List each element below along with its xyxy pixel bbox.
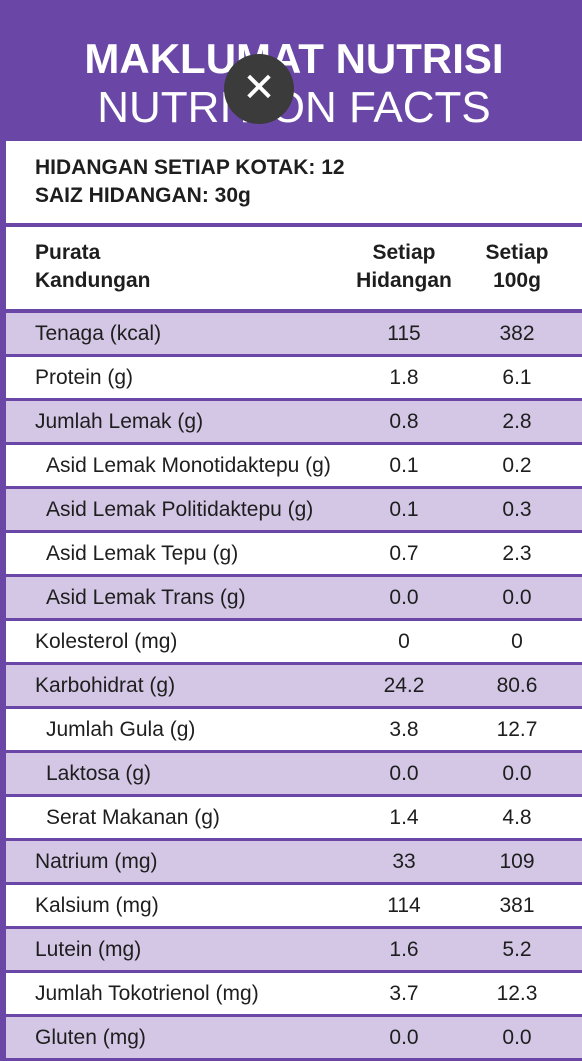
nutrient-name: Kalsium (mg): [35, 894, 159, 917]
per-100g-value: 12.3: [496, 982, 538, 1005]
column-header-nutrient: Purata Kandungan: [35, 241, 151, 292]
nutrient-name: Kolesterol (mg): [35, 630, 178, 653]
table-row: Asid Lemak Trans (g) 0.0 0.0: [6, 577, 582, 618]
table-row: Laktosa (g) 0.0 0.0: [6, 753, 582, 794]
per-100g-value: 109: [499, 850, 535, 873]
nutrient-name: Asid Lemak Trans (g): [46, 586, 246, 609]
table-row: Tenaga (kcal) 115 382: [6, 313, 582, 354]
table-row: Serat Makanan (g) 1.4 4.8: [6, 797, 582, 838]
table-row: Lutein (mg) 1.6 5.2: [6, 929, 582, 970]
per-100g-value: 382: [499, 322, 535, 345]
per-serving-value: 0.0: [389, 762, 419, 785]
serving-info: HIDANGAN SETIAP KOTAK: 12 SAIZ HIDANGAN:…: [6, 141, 582, 223]
column-header: Purata Kandungan Setiap Hidangan Setiap …: [6, 227, 582, 309]
table-row: Karbohidrat (g) 24.2 80.6: [6, 665, 582, 706]
per-serving-value: 114: [387, 894, 421, 917]
per-100g-value: 4.8: [502, 806, 532, 829]
table-row: Gluten (mg) 0.0 0.0: [6, 1017, 582, 1058]
nutrient-name: Asid Lemak Monotidaktepu (g): [46, 454, 331, 477]
nutrient-name: Gluten (mg): [35, 1026, 146, 1049]
table-row: Asid Lemak Politidaktepu (g) 0.1 0.3: [6, 489, 582, 530]
column-header-per-100g: Setiap 100g: [485, 241, 549, 292]
per-100g-value: 0.0: [502, 1026, 532, 1049]
nutrient-name: Jumlah Lemak (g): [35, 410, 204, 433]
per-100g-value: 2.8: [502, 410, 532, 433]
servings-per-box: HIDANGAN SETIAP KOTAK: 12: [35, 156, 345, 179]
per-serving-value: 0: [398, 630, 410, 653]
per-serving-value: 0.0: [389, 586, 419, 609]
per-100g-value: 12.7: [496, 718, 538, 741]
close-button[interactable]: ✕: [224, 54, 294, 124]
nutrient-name: Karbohidrat (g): [35, 674, 176, 697]
serving-size: SAIZ HIDANGAN: 30g: [35, 184, 251, 207]
per-100g-value: 0.0: [502, 586, 532, 609]
per-100g-value: 80.6: [496, 674, 538, 697]
nutrient-name: Natrium (mg): [35, 850, 158, 873]
per-serving-value: 1.6: [389, 938, 419, 961]
nutrient-name: Jumlah Gula (g): [46, 718, 196, 741]
nutrient-name: Serat Makanan (g): [46, 806, 220, 829]
per-100g-value: 5.2: [502, 938, 532, 961]
per-serving-value: 0.8: [389, 410, 419, 433]
close-icon: ✕: [242, 65, 276, 111]
per-serving-value: 1.4: [389, 806, 419, 829]
nutrient-name: Laktosa (g): [46, 762, 152, 785]
per-serving-value: 0.0: [389, 1026, 419, 1049]
column-header-per-serving: Setiap Hidangan: [356, 241, 452, 292]
nutrient-name: Asid Lemak Politidaktepu (g): [46, 498, 314, 521]
title-english: NUTRITION FACTS: [97, 83, 491, 132]
per-100g-value: 0.3: [502, 498, 532, 521]
per-serving-value: 0.1: [389, 454, 419, 477]
nutrient-name: Jumlah Tokotrienol (mg): [35, 982, 259, 1005]
nutrient-table: Tenaga (kcal) 115 382 Protein (g) 1.8 6.1 Juml…: [6, 313, 582, 1060]
per-serving-value: 1.8: [389, 366, 419, 389]
per-serving-value: 3.8: [389, 718, 419, 741]
table-row: Kolesterol (mg) 0 0: [6, 621, 582, 662]
per-serving-value: 3.7: [389, 982, 419, 1005]
label-header: MAKLUMAT NUTRISI NUTRITION FACTS: [6, 6, 582, 141]
table-row: Jumlah Tokotrienol (mg) 3.7 12.3: [6, 973, 582, 1014]
per-100g-value: 0: [511, 630, 523, 653]
nutrient-name: Asid Lemak Tepu (g): [46, 542, 239, 565]
table-row: Natrium (mg) 33 109: [6, 841, 582, 882]
per-100g-value: 6.1: [502, 366, 532, 389]
table-row: Asid Lemak Monotidaktepu (g) 0.1 0.2: [6, 445, 582, 486]
table-row: Asid Lemak Tepu (g) 0.7 2.3: [6, 533, 582, 574]
per-serving-value: 24.2: [383, 674, 425, 697]
table-row: Jumlah Lemak (g) 0.8 2.8: [6, 401, 582, 442]
table-row: Kalsium (mg) 114 381: [6, 885, 582, 926]
table-row: Protein (g) 1.8 6.1: [6, 357, 582, 398]
per-serving-value: 115: [387, 322, 421, 345]
per-100g-value: 0.2: [502, 454, 532, 477]
per-serving-value: 0.7: [389, 542, 419, 565]
nutrient-name: Protein (g): [35, 366, 134, 389]
per-100g-value: 381: [499, 894, 535, 917]
title-malay: MAKLUMAT NUTRISI: [84, 35, 504, 82]
nutrient-name: Lutein (mg): [35, 938, 142, 961]
table-row: Jumlah Gula (g) 3.8 12.7: [6, 709, 582, 750]
per-serving-value: 0.1: [389, 498, 419, 521]
per-100g-value: 2.3: [502, 542, 532, 565]
per-serving-value: 33: [392, 850, 416, 873]
nutrient-name: Tenaga (kcal): [35, 322, 162, 345]
per-100g-value: 0.0: [502, 762, 532, 785]
